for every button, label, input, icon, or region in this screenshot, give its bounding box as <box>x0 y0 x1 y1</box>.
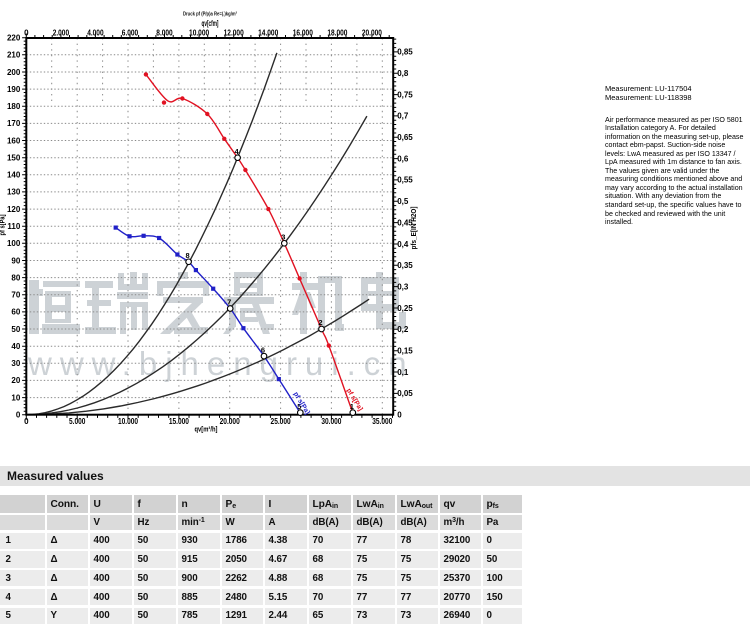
svg-text:0,7: 0,7 <box>397 112 409 121</box>
svg-text:70: 70 <box>11 291 20 300</box>
svg-text:0,6: 0,6 <box>397 154 409 163</box>
svg-text:14.000: 14.000 <box>258 29 279 38</box>
svg-text:160: 160 <box>7 136 21 145</box>
svg-text:100: 100 <box>7 239 21 248</box>
svg-text:8: 8 <box>186 251 190 260</box>
svg-text:30.000: 30.000 <box>321 417 342 426</box>
svg-text:25.000: 25.000 <box>271 417 292 426</box>
svg-text:180: 180 <box>7 102 21 111</box>
svg-text:0,65: 0,65 <box>397 133 413 142</box>
svg-text:0: 0 <box>397 411 402 420</box>
svg-text:0,45: 0,45 <box>397 218 413 227</box>
svg-text:90: 90 <box>11 256 20 265</box>
svg-text:3: 3 <box>281 233 285 242</box>
svg-text:10: 10 <box>11 393 20 402</box>
svg-text:0: 0 <box>24 29 29 38</box>
svg-text:qv[cfm]: qv[cfm] <box>202 19 219 28</box>
svg-text:5: 5 <box>297 402 301 411</box>
svg-text:10.000: 10.000 <box>118 417 139 426</box>
svg-text:220: 220 <box>7 34 21 43</box>
svg-text:60: 60 <box>11 308 20 317</box>
svg-text:Druck pf (P/p)a Re=(.)kg/m³: Druck pf (P/p)a Re=(.)kg/m³ <box>183 11 237 18</box>
svg-text:210: 210 <box>7 51 21 60</box>
svg-text:0,5: 0,5 <box>397 197 409 206</box>
svg-text:qv[m³/h]: qv[m³/h] <box>195 425 218 434</box>
svg-text:150: 150 <box>7 154 21 163</box>
svg-text:6: 6 <box>261 345 265 354</box>
svg-text:0,1: 0,1 <box>397 368 409 377</box>
svg-text:20.000: 20.000 <box>362 29 383 38</box>
svg-text:0,05: 0,05 <box>397 389 413 398</box>
svg-text:18.000: 18.000 <box>327 29 348 38</box>
svg-text:200: 200 <box>7 68 21 77</box>
svg-text:0,75: 0,75 <box>397 90 413 99</box>
svg-text:pfs_E[IN H2O]: pfs_E[IN H2O] <box>411 207 418 250</box>
svg-text:2.000: 2.000 <box>53 29 70 38</box>
svg-text:6.000: 6.000 <box>122 29 139 38</box>
svg-text:0,8: 0,8 <box>397 69 409 78</box>
svg-text:40: 40 <box>11 342 20 351</box>
svg-text:110: 110 <box>7 222 20 231</box>
svg-text:170: 170 <box>7 119 21 128</box>
svg-text:15.000: 15.000 <box>169 417 190 426</box>
svg-text:4.000: 4.000 <box>87 29 104 38</box>
svg-text:0,85: 0,85 <box>397 48 413 57</box>
svg-text:10.000: 10.000 <box>189 29 210 38</box>
svg-text:1: 1 <box>350 402 354 411</box>
svg-text:20: 20 <box>11 376 20 385</box>
svg-text:4: 4 <box>235 147 240 156</box>
svg-text:35.000: 35.000 <box>372 417 393 426</box>
svg-text:2: 2 <box>318 318 322 327</box>
svg-text:80: 80 <box>11 273 20 282</box>
svg-text:0,35: 0,35 <box>397 261 413 270</box>
svg-text:7: 7 <box>227 298 231 307</box>
svg-text:12.000: 12.000 <box>224 29 245 38</box>
svg-text:pf s[Pa]: pf s[Pa] <box>0 215 7 236</box>
svg-text:30: 30 <box>11 359 20 368</box>
svg-text:0,3: 0,3 <box>397 282 409 291</box>
svg-text:50: 50 <box>11 325 20 334</box>
svg-text:16.000: 16.000 <box>293 29 314 38</box>
svg-text:0: 0 <box>16 411 21 420</box>
svg-text:0,25: 0,25 <box>397 304 413 313</box>
svg-text:120: 120 <box>7 205 21 214</box>
svg-text:130: 130 <box>7 188 21 197</box>
svg-text:0,55: 0,55 <box>397 176 413 185</box>
svg-text:8.000: 8.000 <box>156 29 173 38</box>
svg-text:0,2: 0,2 <box>397 325 409 334</box>
svg-text:0: 0 <box>24 417 29 426</box>
svg-text:140: 140 <box>7 171 21 180</box>
svg-text:5.000: 5.000 <box>69 417 86 426</box>
svg-text:20.000: 20.000 <box>220 417 241 426</box>
svg-text:190: 190 <box>7 85 21 94</box>
svg-text:0,15: 0,15 <box>397 347 413 356</box>
svg-text:0,4: 0,4 <box>397 240 409 249</box>
